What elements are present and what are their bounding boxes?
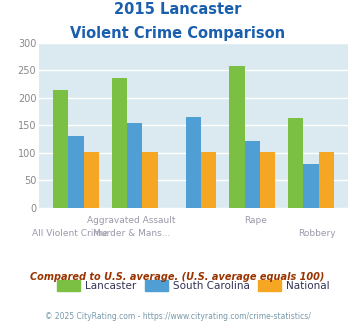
Legend: Lancaster, South Carolina, National: Lancaster, South Carolina, National <box>53 276 334 295</box>
Bar <box>69 136 84 208</box>
Bar <box>112 78 127 208</box>
Bar <box>127 123 142 208</box>
Text: Compared to U.S. average. (U.S. average equals 100): Compared to U.S. average. (U.S. average … <box>30 272 325 282</box>
Bar <box>260 152 275 208</box>
Bar <box>245 141 260 208</box>
Text: Aggravated Assault: Aggravated Assault <box>87 216 176 225</box>
Text: All Violent Crime: All Violent Crime <box>32 229 108 238</box>
Bar <box>142 152 158 208</box>
Bar <box>53 90 69 208</box>
Text: Rape: Rape <box>244 216 267 225</box>
Text: © 2025 CityRating.com - https://www.cityrating.com/crime-statistics/: © 2025 CityRating.com - https://www.city… <box>45 312 310 321</box>
Bar <box>201 152 217 208</box>
Text: Robbery: Robbery <box>298 229 336 238</box>
Bar <box>318 152 334 208</box>
Bar <box>186 116 201 208</box>
Bar <box>288 118 303 208</box>
Text: Violent Crime Comparison: Violent Crime Comparison <box>70 26 285 41</box>
Bar <box>229 66 245 208</box>
Bar <box>303 164 318 208</box>
Text: Murder & Mans...: Murder & Mans... <box>93 229 170 238</box>
Text: 2015 Lancaster: 2015 Lancaster <box>114 2 241 16</box>
Bar <box>84 152 99 208</box>
